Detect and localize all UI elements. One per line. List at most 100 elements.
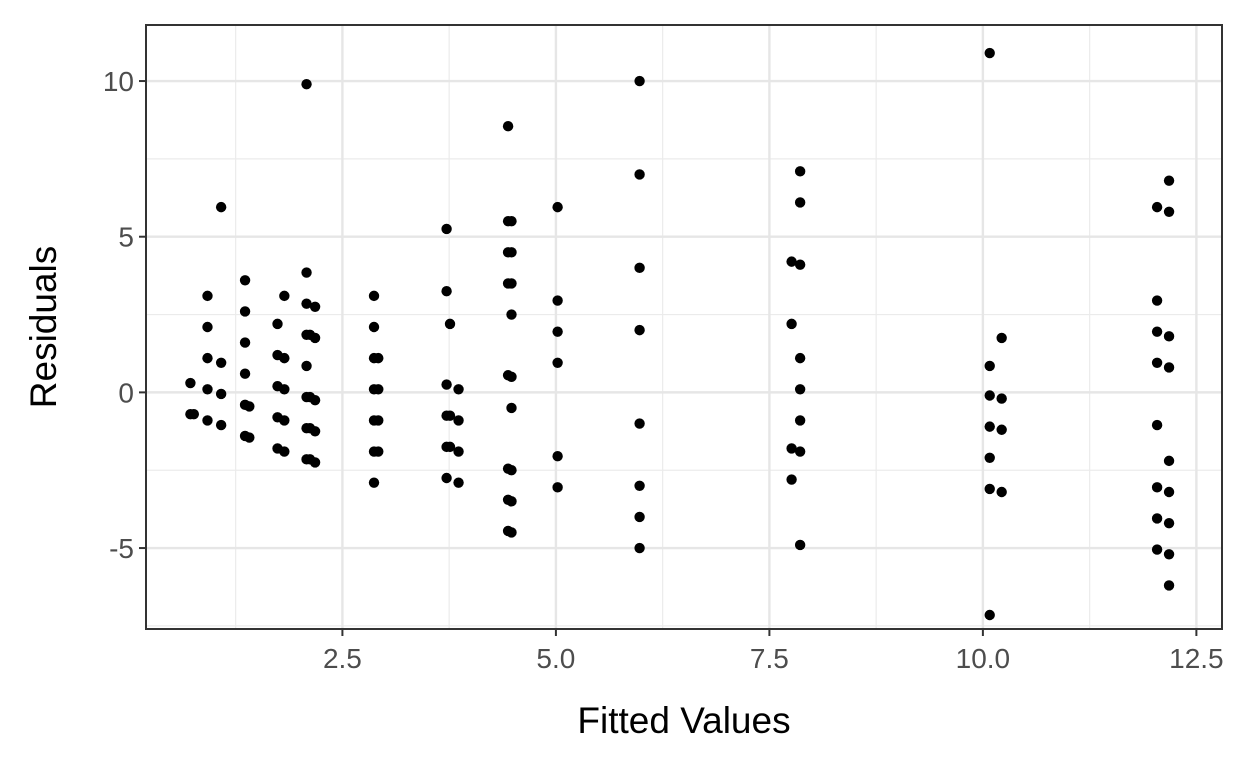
data-point bbox=[239, 275, 251, 286]
data-point bbox=[301, 298, 312, 309]
data-point bbox=[239, 368, 251, 379]
data-point bbox=[634, 480, 645, 491]
data-point bbox=[279, 384, 290, 395]
y-tick-label: 5 bbox=[118, 222, 134, 253]
data-point bbox=[1163, 517, 1175, 529]
data-point bbox=[506, 527, 517, 538]
data-point bbox=[441, 472, 452, 484]
data-point bbox=[506, 371, 517, 383]
data-point bbox=[794, 197, 806, 208]
y-tick-label: 10 bbox=[103, 66, 134, 97]
data-point bbox=[202, 384, 213, 395]
data-point bbox=[1163, 580, 1175, 591]
data-point bbox=[786, 318, 797, 330]
data-point bbox=[309, 426, 321, 437]
data-point bbox=[239, 306, 251, 317]
data-point bbox=[309, 457, 321, 468]
data-point bbox=[309, 394, 321, 406]
data-point bbox=[301, 267, 312, 278]
data-point bbox=[794, 166, 806, 177]
data-point bbox=[202, 352, 213, 364]
data-point bbox=[634, 262, 645, 274]
y-tick-label: -5 bbox=[109, 533, 134, 564]
data-point bbox=[506, 496, 517, 507]
data-point bbox=[794, 352, 806, 364]
data-point bbox=[552, 201, 563, 213]
data-point bbox=[279, 446, 290, 457]
data-point bbox=[202, 290, 213, 302]
plot-panel-border bbox=[145, 24, 1223, 630]
data-point bbox=[441, 379, 452, 390]
data-point bbox=[506, 215, 517, 227]
data-point bbox=[794, 384, 806, 395]
data-point bbox=[634, 169, 645, 180]
plot-panel-background bbox=[146, 25, 1222, 629]
data-point bbox=[552, 326, 563, 337]
data-point bbox=[996, 424, 1007, 435]
data-point bbox=[279, 415, 290, 426]
data-point bbox=[984, 360, 995, 372]
data-point bbox=[552, 295, 563, 306]
data-point bbox=[202, 415, 213, 426]
data-point bbox=[552, 357, 563, 369]
data-point bbox=[453, 477, 464, 488]
x-tick-label: 2.5 bbox=[323, 643, 362, 674]
data-point bbox=[506, 402, 517, 414]
data-point bbox=[1151, 357, 1163, 369]
data-point bbox=[215, 357, 227, 369]
data-point bbox=[502, 120, 514, 132]
data-point bbox=[1151, 482, 1163, 493]
data-point bbox=[301, 78, 312, 90]
data-point bbox=[368, 290, 380, 302]
data-point bbox=[188, 408, 200, 420]
data-point bbox=[244, 401, 255, 412]
data-point bbox=[506, 278, 517, 289]
data-point bbox=[185, 377, 196, 389]
data-point bbox=[996, 393, 1007, 404]
data-point bbox=[1163, 175, 1175, 186]
data-point bbox=[1163, 331, 1175, 342]
x-axis-ticks: 2.5 5.0 7.5 10.0 12.5 bbox=[323, 629, 1224, 674]
data-point bbox=[506, 465, 517, 476]
data-point bbox=[373, 415, 384, 426]
y-tick-label: 0 bbox=[118, 377, 134, 408]
data-point bbox=[996, 486, 1007, 498]
x-tick-label: 7.5 bbox=[750, 643, 789, 674]
data-point bbox=[279, 352, 290, 364]
y-axis-ticks: -5 0 5 10 bbox=[103, 66, 146, 564]
data-points bbox=[185, 47, 1175, 621]
data-point bbox=[215, 388, 227, 400]
data-point bbox=[552, 451, 563, 462]
data-point bbox=[368, 321, 380, 333]
data-point bbox=[552, 482, 563, 493]
data-point bbox=[441, 285, 452, 297]
data-point bbox=[506, 247, 517, 258]
data-point bbox=[279, 290, 290, 302]
x-tick-label: 12.5 bbox=[1169, 643, 1224, 674]
x-tick-label: 5.0 bbox=[536, 643, 575, 674]
data-point bbox=[634, 511, 645, 523]
data-point bbox=[786, 474, 797, 485]
data-point bbox=[309, 301, 321, 312]
data-point bbox=[794, 259, 806, 270]
data-point bbox=[634, 542, 645, 554]
data-point bbox=[301, 360, 312, 372]
data-point bbox=[634, 324, 645, 336]
data-point bbox=[244, 432, 255, 443]
data-point bbox=[794, 446, 806, 457]
data-point bbox=[373, 384, 384, 395]
data-point bbox=[984, 390, 995, 401]
data-point bbox=[215, 201, 227, 213]
data-point bbox=[368, 477, 380, 488]
major-gridlines bbox=[146, 25, 1222, 629]
data-point bbox=[1151, 295, 1163, 306]
data-point bbox=[794, 539, 806, 551]
data-point bbox=[996, 332, 1007, 344]
data-point bbox=[1163, 549, 1175, 560]
data-point bbox=[453, 446, 464, 457]
data-point bbox=[1151, 544, 1163, 555]
data-point bbox=[453, 384, 464, 395]
data-point bbox=[1151, 326, 1163, 337]
data-point bbox=[984, 421, 995, 432]
